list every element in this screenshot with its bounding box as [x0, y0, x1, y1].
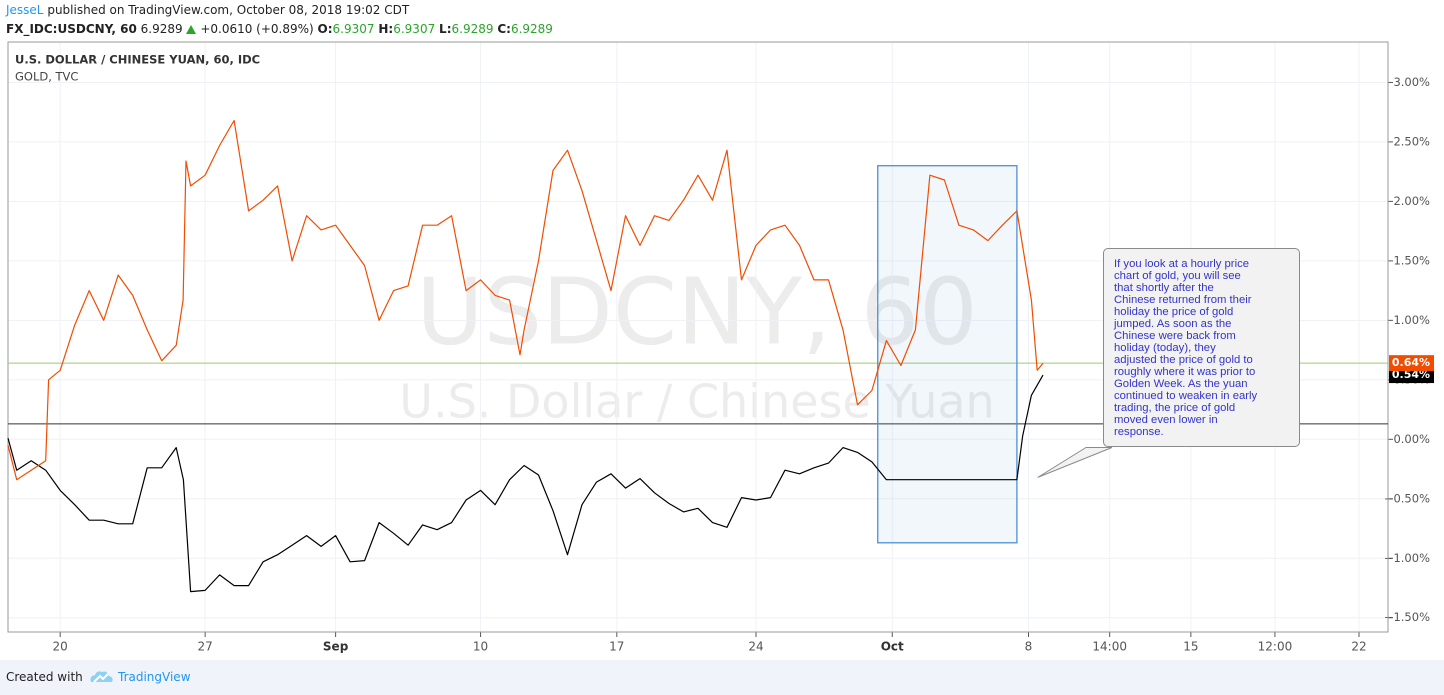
callout-line: that shortly after the: [1114, 282, 1214, 294]
x-tick-label: 24: [748, 640, 763, 654]
plot-frame: [7, 41, 1389, 633]
ohlc: O:6.9307 H:6.9307 L:6.9289 C:6.9289: [318, 22, 553, 36]
callout-line: Chinese were back from: [1114, 330, 1236, 342]
x-tick-label: 15: [1183, 640, 1198, 654]
y-tick-label: −1.50%: [1384, 610, 1430, 624]
watermark: U.S. Dollar / Chinese Yuan: [399, 375, 994, 429]
legend-entry: GOLD, TVC: [15, 70, 78, 84]
series-line: [7, 374, 1044, 593]
y-tick-label: 3.00%: [1393, 75, 1430, 89]
callout-line: If you look at a hourly price: [1114, 258, 1250, 270]
created-with: Created with: [6, 670, 83, 684]
callout-line: roughly where it was prior to: [1114, 366, 1256, 378]
y-tick-label: 2.00%: [1393, 194, 1430, 208]
change: +0.0610 (+0.89%): [200, 22, 314, 36]
ohlc-label: O:: [317, 22, 333, 36]
brand-link[interactable]: TradingView: [118, 670, 191, 684]
callout-pointer: [1037, 447, 1113, 478]
x-tick-label: Sep: [323, 640, 349, 654]
callout-line: holiday the price of gold: [1114, 306, 1234, 318]
callout-line: holiday (today), they: [1114, 342, 1216, 354]
x-tick-label: 20: [53, 640, 68, 654]
symbol: FX_IDC:USDCNY, 60: [6, 22, 137, 36]
x-tick-label: Oct: [881, 640, 904, 654]
footer: Created with TradingView: [0, 660, 1444, 695]
ohlc-label: H:: [378, 22, 394, 36]
ohlc-value: 6.9289: [510, 22, 553, 36]
last-value-label: 0.54%: [1392, 368, 1430, 381]
callout-line: response.: [1114, 426, 1164, 438]
ohlc-value: 6.9307: [332, 22, 375, 36]
callout-line: Golden Week. As the yuan: [1114, 378, 1248, 390]
callout-line: Chinese returned from their: [1114, 294, 1252, 306]
up-arrow: [186, 25, 197, 34]
byline: published on TradingView.com, October 08…: [47, 3, 410, 17]
x-tick-label: 14:00: [1092, 640, 1127, 654]
callout-line: trading, the price of gold: [1114, 402, 1236, 414]
callout-line: continued to weaken in early: [1114, 390, 1258, 402]
y-tick-label: 1.50%: [1393, 253, 1430, 267]
callout-line: jumped. As soon as the: [1114, 318, 1232, 330]
ohlc-label: C:: [497, 22, 511, 36]
y-tick-label: 2.50%: [1393, 134, 1430, 148]
callout-line: chart of gold, you will see: [1114, 270, 1241, 282]
y-tick-label: 1.00%: [1393, 313, 1430, 327]
callout-line: moved even lower in: [1114, 414, 1218, 426]
x-tick-label: 27: [198, 640, 213, 654]
x-tick-label: 8: [1025, 640, 1033, 654]
price: 6.9289: [140, 22, 183, 36]
tv-logo: [90, 671, 113, 683]
chart: USDCNY, 60U.S. Dollar / Chinese Yuan3.00…: [7, 41, 1434, 654]
symbol-line: FX_IDC:USDCNY, 60 6.9289 +0.0610 (+0.89%…: [6, 22, 553, 36]
y-tick-label: 0.00%: [1393, 432, 1430, 446]
author-link[interactable]: JesseL: [6, 3, 44, 17]
header-byline: JesseL published on TradingView.com, Oct…: [6, 3, 409, 17]
x-tick-label: 17: [609, 640, 624, 654]
ohlc-value: 6.9307: [393, 22, 436, 36]
y-tick-label: −0.50%: [1384, 491, 1430, 505]
y-tick-label: −1.00%: [1384, 551, 1430, 565]
highlight-rect: [877, 165, 1018, 544]
callout: If you look at a hourly price chart of go…: [1103, 248, 1300, 447]
callout-line: adjusted the price of gold to: [1114, 354, 1253, 366]
x-tick-label: 22: [1351, 640, 1366, 654]
x-tick-label: 12:00: [1258, 640, 1293, 654]
series-line: [7, 119, 1044, 481]
last-value-tag: [1389, 355, 1434, 372]
legend-entry: U.S. DOLLAR / CHINESE YUAN, 60, IDC: [15, 53, 260, 67]
ohlc-value: 6.9289: [451, 22, 494, 36]
last-value-label: 0.64%: [1392, 356, 1430, 369]
x-tick-label: 10: [473, 640, 488, 654]
ohlc-label: L:: [439, 22, 452, 36]
